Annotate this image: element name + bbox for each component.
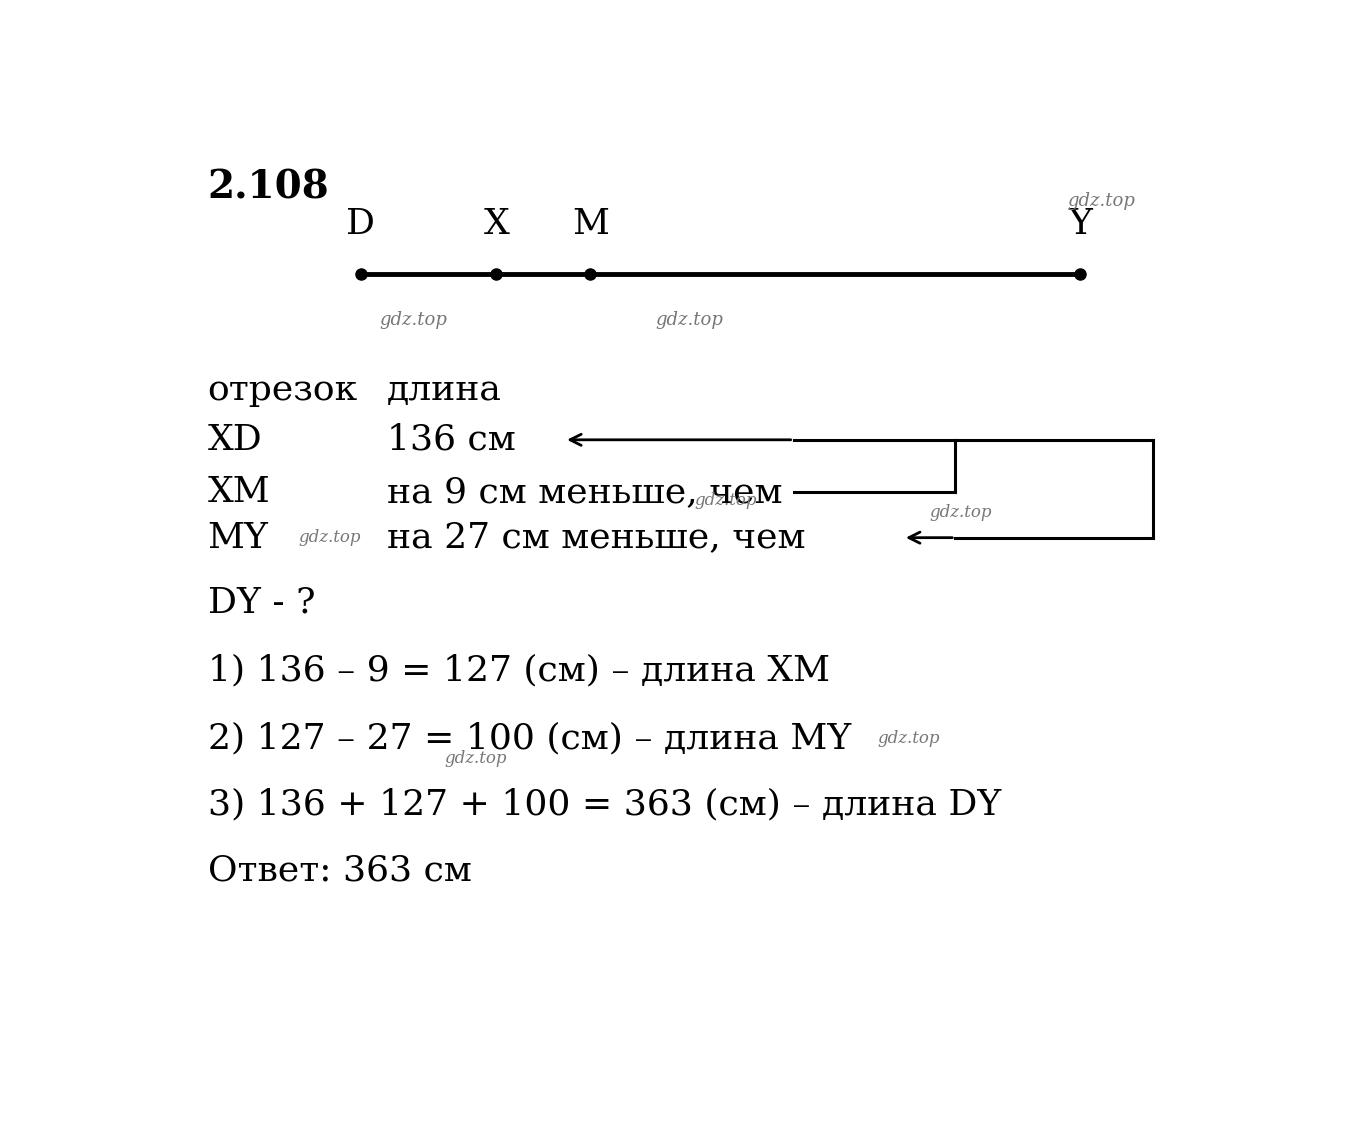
Text: gdz.top: gdz.top bbox=[444, 750, 507, 767]
Text: Ответ: 363 см: Ответ: 363 см bbox=[207, 854, 472, 887]
Text: на 27 см меньше, чем: на 27 см меньше, чем bbox=[387, 521, 806, 554]
Text: 2) 127 – 27 = 100 (см) – длина MY: 2) 127 – 27 = 100 (см) – длина MY bbox=[207, 721, 851, 756]
Text: отрезок: отрезок bbox=[207, 373, 358, 408]
Text: XM: XM bbox=[207, 475, 270, 508]
Text: длина: длина bbox=[387, 373, 502, 408]
Text: gdz.top: gdz.top bbox=[299, 529, 360, 546]
Text: 1) 136 – 9 = 127 (см) – длина XM: 1) 136 – 9 = 127 (см) – длина XM bbox=[207, 654, 830, 688]
Text: XD: XD bbox=[207, 423, 262, 457]
Text: на 9 см меньше, чем: на 9 см меньше, чем bbox=[387, 475, 783, 508]
Text: gdz.top: gdz.top bbox=[655, 311, 724, 329]
Text: 3) 136 + 127 + 100 = 363 (см) – длина DY: 3) 136 + 127 + 100 = 363 (см) – длина DY bbox=[207, 788, 1001, 822]
Text: D: D bbox=[347, 206, 375, 240]
Text: gdz.top: gdz.top bbox=[694, 492, 757, 508]
Text: MY: MY bbox=[207, 521, 269, 554]
Text: 136 см: 136 см bbox=[387, 423, 515, 457]
Text: gdz.top: gdz.top bbox=[379, 311, 447, 329]
Text: M: M bbox=[572, 206, 609, 240]
Text: DY - ?: DY - ? bbox=[207, 586, 315, 619]
Text: 2.108: 2.108 bbox=[207, 168, 330, 206]
Text: Y: Y bbox=[1068, 206, 1092, 240]
Text: gdz.top: gdz.top bbox=[1067, 192, 1135, 210]
Text: gdz.top: gdz.top bbox=[877, 731, 939, 748]
Text: X: X bbox=[484, 206, 510, 240]
Text: gdz.top: gdz.top bbox=[929, 505, 991, 521]
